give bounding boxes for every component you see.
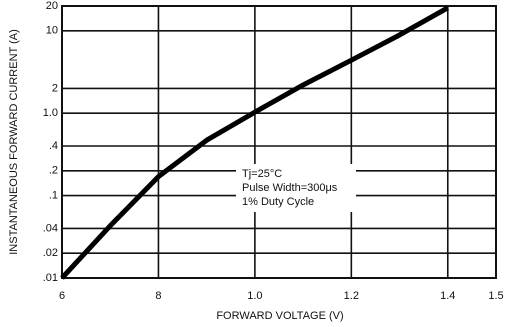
x-tick-label: 6 [59,290,65,302]
x-tick-label: 1.0 [247,290,262,302]
y-tick-label: .1 [49,190,58,202]
y-tick-label: .01 [43,272,58,284]
annotation: Pulse Width=300μs [242,182,338,194]
y-axis-label: INSTANTANEOUS FORWARD CURRENT (A) [8,29,20,255]
y-tick-label: .02 [43,247,58,259]
x-tick-label: 1.4 [440,290,455,302]
y-tick-label: .04 [43,222,58,234]
curve [60,5,450,280]
y-tick-label: 20 [46,0,58,12]
x-tick-label: 1.5 [488,290,503,302]
annotation: Tj=25°C [242,168,282,180]
y-tick-label: 1.0 [43,107,58,119]
y-tick-label: 10 [46,25,58,37]
y-tick-label: .2 [49,165,58,177]
plot-frame [61,5,497,279]
annotation-box [236,164,356,212]
x-axis-label: FORWARD VOLTAGE (V) [216,310,343,322]
y-tick-label: 2 [52,82,58,94]
x-tick-label: 1.2 [344,290,359,302]
y-tick-label: .4 [49,140,58,152]
annotation: 1% Duty Cycle [242,196,314,208]
x-tick-label: 8 [155,290,161,302]
